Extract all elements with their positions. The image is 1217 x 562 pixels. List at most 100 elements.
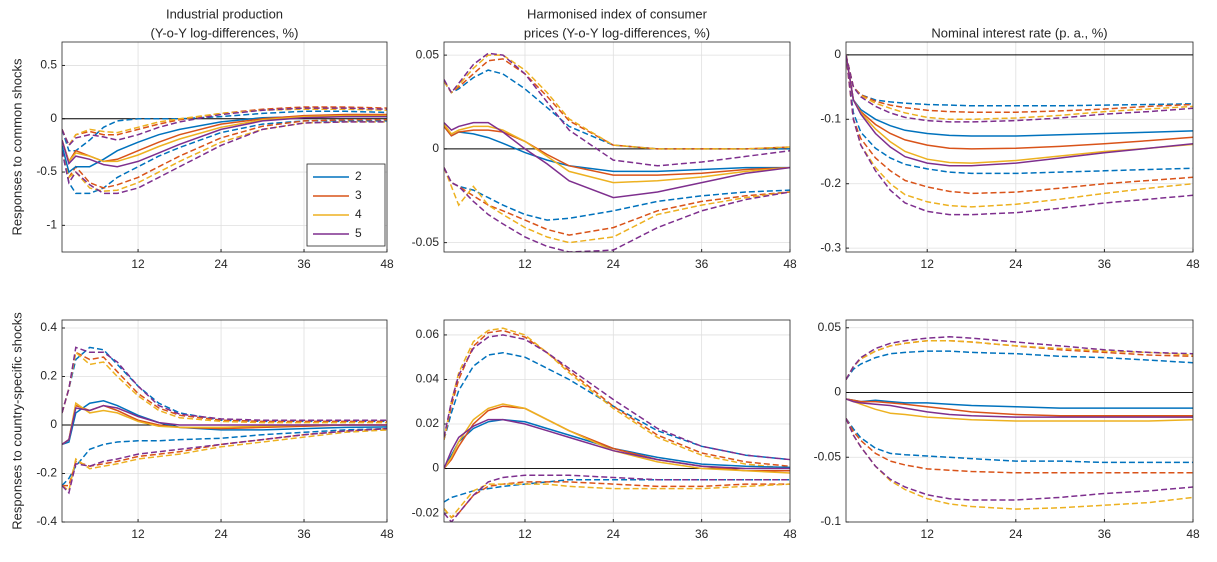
y-tick-label: -0.02 bbox=[412, 505, 440, 519]
x-tick-label: 36 bbox=[1098, 527, 1112, 541]
axes-box bbox=[845, 319, 1194, 523]
y-tick-label: 0.2 bbox=[40, 369, 57, 383]
y-tick-label: -0.2 bbox=[36, 466, 57, 480]
band-line bbox=[444, 474, 790, 522]
band-line bbox=[846, 418, 1193, 501]
series-line bbox=[62, 404, 387, 446]
plot-area bbox=[846, 42, 1193, 252]
band-line bbox=[444, 351, 790, 461]
panel-title: Harmonised index of consumer bbox=[527, 6, 708, 21]
band-line bbox=[846, 54, 1193, 175]
x-tick-label: 36 bbox=[695, 527, 709, 541]
band-line bbox=[444, 327, 790, 470]
band-line bbox=[444, 52, 790, 167]
y-tick-label: -0.1 bbox=[820, 111, 841, 125]
band-line bbox=[444, 167, 790, 252]
panel-title: prices (Y-o-Y log-differences, %) bbox=[524, 25, 710, 40]
axes-box bbox=[443, 319, 791, 523]
y-tick-label: -0.05 bbox=[814, 449, 842, 463]
band-line bbox=[846, 54, 1193, 113]
legend-label: 3 bbox=[355, 188, 362, 202]
band-line bbox=[846, 54, 1193, 123]
x-tick-label: 24 bbox=[1009, 527, 1023, 541]
y-tick-label: 0 bbox=[834, 47, 841, 61]
y-tick-label: 0.05 bbox=[818, 320, 842, 334]
band-line bbox=[62, 119, 387, 189]
series-line bbox=[846, 54, 1193, 150]
x-tick-label: 12 bbox=[518, 257, 532, 271]
band-line bbox=[444, 334, 790, 461]
x-tick-label: 48 bbox=[1186, 257, 1200, 271]
x-tick-label: 48 bbox=[380, 527, 394, 541]
y-tick-label: 0 bbox=[432, 141, 439, 155]
y-tick-label: -0.4 bbox=[36, 514, 57, 528]
x-tick-label: 48 bbox=[1186, 527, 1200, 541]
y-tick-label: 0.02 bbox=[416, 416, 440, 430]
series-line bbox=[444, 418, 790, 469]
band-line bbox=[444, 329, 790, 468]
x-tick-label: 24 bbox=[1009, 257, 1023, 271]
band-line bbox=[444, 481, 790, 519]
band-line bbox=[846, 336, 1193, 380]
x-tick-label: 12 bbox=[518, 527, 532, 541]
band-line bbox=[846, 54, 1193, 195]
y-axis-label: Responses to country-specific shocks bbox=[9, 312, 24, 530]
band-line bbox=[62, 107, 387, 147]
x-tick-label: 24 bbox=[214, 527, 228, 541]
y-tick-label: 0 bbox=[834, 385, 841, 399]
band-line bbox=[62, 108, 387, 147]
axes-box bbox=[61, 319, 388, 523]
y-tick-label: 0 bbox=[432, 461, 439, 475]
band-line bbox=[62, 110, 387, 152]
x-tick-label: 48 bbox=[783, 527, 797, 541]
x-tick-label: 12 bbox=[131, 257, 145, 271]
band-line bbox=[444, 167, 790, 244]
band-line bbox=[444, 54, 790, 150]
legend-label: 5 bbox=[355, 226, 362, 240]
series-line bbox=[444, 418, 790, 470]
x-tick-label: 48 bbox=[380, 257, 394, 271]
panel: 12 24 36 48 -0.3 -0.2 -0.1 0 Nominal interest ra… bbox=[820, 25, 1200, 271]
series-line bbox=[444, 125, 790, 176]
band-line bbox=[62, 427, 387, 495]
x-tick-label: 12 bbox=[131, 527, 145, 541]
band-line bbox=[62, 429, 387, 492]
y-tick-label: 0.4 bbox=[40, 320, 57, 334]
band-line bbox=[62, 346, 387, 421]
series-line bbox=[444, 124, 790, 184]
series-line bbox=[846, 398, 1193, 417]
band-line bbox=[444, 69, 790, 150]
panel-title: (Y-o-Y log-differences, %) bbox=[151, 25, 299, 40]
x-tick-label: 36 bbox=[297, 257, 311, 271]
band-line bbox=[444, 483, 790, 519]
y-tick-label: 0.5 bbox=[40, 58, 57, 72]
axes-box bbox=[845, 41, 1194, 253]
y-tick-label: 0 bbox=[50, 417, 57, 431]
panel: 12 24 36 48 -0.02 0 0.02 0.04 0.06 bbox=[412, 319, 797, 541]
series-line bbox=[846, 398, 1193, 422]
axes-box bbox=[61, 41, 388, 253]
band-line bbox=[62, 427, 387, 487]
y-tick-label: -0.1 bbox=[820, 514, 841, 528]
x-tick-label: 12 bbox=[921, 257, 935, 271]
y-tick-label: -0.3 bbox=[820, 240, 841, 254]
x-tick-label: 24 bbox=[607, 257, 621, 271]
band-line bbox=[846, 418, 1193, 474]
legend-label: 2 bbox=[355, 169, 362, 183]
series-line bbox=[62, 114, 387, 163]
lines bbox=[62, 346, 387, 495]
band-line bbox=[846, 54, 1193, 208]
series-line bbox=[846, 398, 1193, 418]
band-line bbox=[846, 54, 1193, 216]
y-tick-label: -0.05 bbox=[412, 235, 440, 249]
legend-label: 4 bbox=[355, 207, 362, 221]
x-tick-label: 12 bbox=[921, 527, 935, 541]
y-tick-label: -0.2 bbox=[820, 176, 841, 190]
x-tick-label: 24 bbox=[214, 257, 228, 271]
series-line bbox=[62, 404, 387, 446]
panel-title: Industrial production bbox=[166, 6, 283, 21]
lines bbox=[444, 52, 790, 252]
band-line bbox=[62, 346, 387, 423]
